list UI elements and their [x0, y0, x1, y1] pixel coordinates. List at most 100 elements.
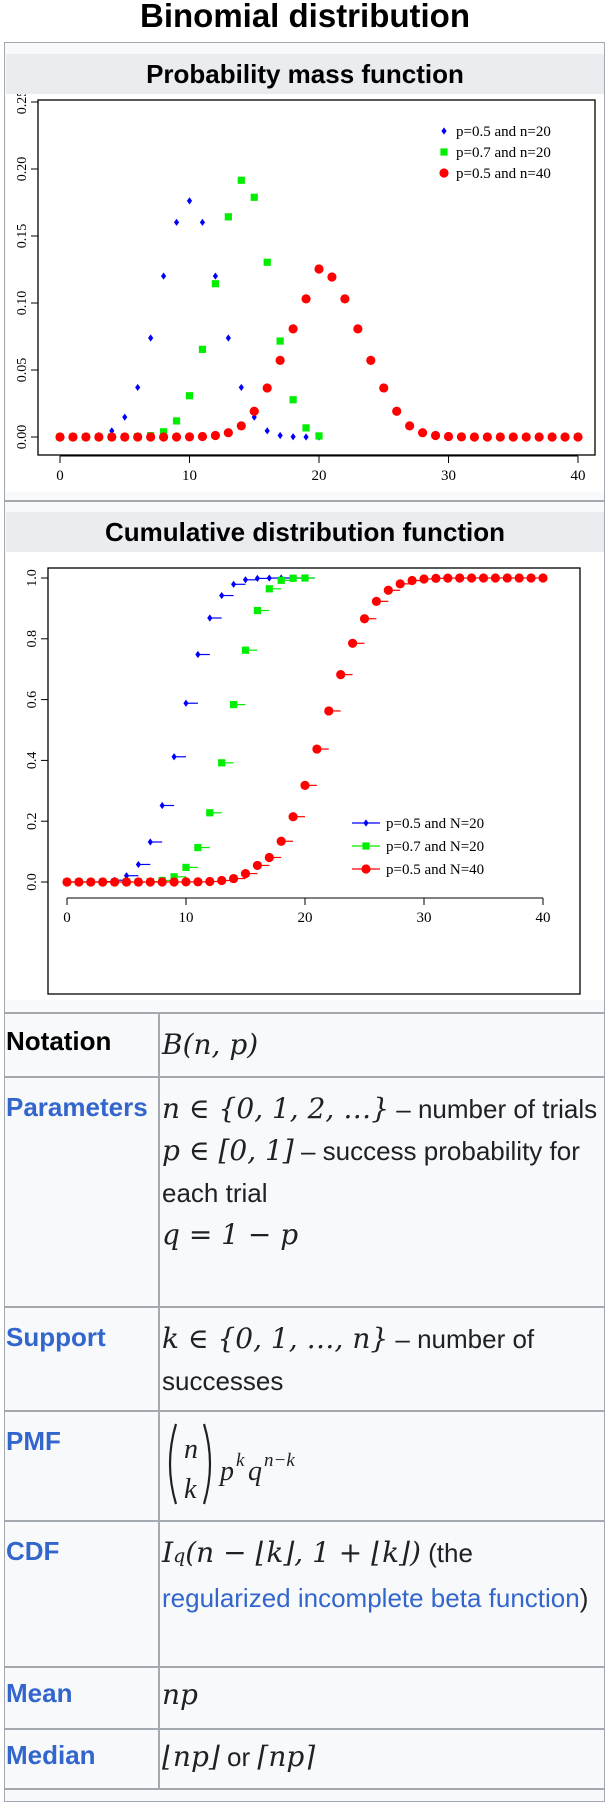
- data-point: [392, 406, 402, 416]
- data-point: [443, 431, 454, 442]
- cdf-chart-box: 0 10 20 30 40 0.0 0.2 0.4 0.6 0.8 1.0 p=0.5 and N=2…: [6, 552, 604, 1000]
- legend-label: p=0.7 and N=20: [386, 839, 484, 855]
- data-point: [94, 432, 104, 442]
- cdf-math-sub: q: [173, 1545, 186, 1567]
- data-point: [300, 780, 310, 790]
- data-point: [173, 218, 180, 226]
- data-point: [223, 428, 233, 438]
- cdf-label[interactable]: CDF: [4, 1522, 160, 1666]
- data-point: [456, 432, 467, 442]
- parameters-link[interactable]: Parameters: [6, 1092, 148, 1122]
- support-label[interactable]: Support: [4, 1308, 160, 1410]
- cdf-math-i: I: [162, 1536, 174, 1569]
- data-point: [121, 877, 132, 887]
- data-point: [264, 427, 270, 435]
- data-point: [250, 193, 258, 201]
- data-point: [135, 383, 141, 392]
- data-point: [263, 258, 271, 266]
- data-point: [502, 573, 512, 583]
- x-tick-label: 10: [179, 910, 194, 926]
- data-point: [395, 579, 405, 589]
- data-point: [182, 863, 190, 872]
- pmf-q: q: [248, 1456, 262, 1487]
- y-tick-label: 0.20: [15, 157, 30, 182]
- bottom-divider: [4, 1788, 605, 1790]
- data-point: [353, 324, 363, 334]
- pmf-exp-nk: n−k: [264, 1450, 295, 1471]
- data-point: [262, 383, 272, 393]
- cdf-heading: Cumulative distribution function: [6, 512, 604, 552]
- cdf-link[interactable]: CDF: [6, 1536, 60, 1566]
- pmf-chart-box: 0 10 20 30 40 0.00 0.05 0.10 0.15 0.20 0.25 p=0.5 a…: [6, 90, 604, 492]
- data-point: [302, 424, 310, 432]
- data-point: [171, 432, 182, 442]
- data-point: [482, 432, 492, 442]
- data-point: [55, 432, 65, 442]
- data-point: [534, 432, 544, 442]
- data-point: [186, 197, 193, 205]
- data-point: [107, 432, 117, 442]
- row-parameters: Parameters n ∈ {0, 1, 2, …} – number of …: [4, 1076, 605, 1306]
- data-point: [219, 591, 225, 600]
- data-point: [170, 873, 178, 881]
- data-point: [495, 432, 505, 442]
- pmf-label[interactable]: PMF: [4, 1412, 160, 1520]
- pmf-value: n k p k q n−k: [162, 1412, 603, 1522]
- pmf-link[interactable]: PMF: [6, 1426, 61, 1456]
- data-point: [383, 585, 393, 595]
- data-point: [98, 877, 108, 887]
- data-point: [264, 852, 274, 863]
- median-or: or: [219, 1742, 258, 1772]
- data-point: [169, 877, 179, 887]
- data-point: [249, 406, 259, 416]
- data-point: [133, 432, 143, 442]
- x-tick-label: 10: [182, 468, 197, 484]
- x-tick-label: 30: [441, 468, 456, 484]
- parameters-label[interactable]: Parameters: [4, 1078, 160, 1306]
- right-paren-icon: [202, 1423, 212, 1505]
- data-point: [514, 573, 524, 583]
- mean-link[interactable]: Mean: [6, 1678, 73, 1708]
- data-point: [455, 573, 465, 583]
- data-point: [289, 574, 297, 582]
- data-point: [159, 801, 165, 810]
- pmf-exp-k: k: [236, 1450, 245, 1471]
- row-mean: Mean np: [4, 1666, 605, 1728]
- plot-frame: [47, 567, 581, 995]
- data-point: [74, 877, 84, 887]
- data-point: [366, 355, 376, 365]
- cdf-text-open: (the: [420, 1538, 473, 1568]
- data-point: [210, 430, 220, 441]
- cdf-value: Iq(n − ⌊k⌋, 1 + ⌊k⌋) (the regularized in…: [162, 1522, 603, 1619]
- data-point: [110, 877, 120, 887]
- data-point: [324, 706, 334, 716]
- data-point: [194, 843, 202, 852]
- row-pmf: PMF n k p k q n−k: [4, 1410, 605, 1520]
- median-label[interactable]: Median: [4, 1730, 160, 1790]
- data-point: [184, 432, 195, 442]
- data-point: [207, 614, 213, 622]
- data-point: [62, 877, 72, 887]
- data-point: [418, 428, 428, 438]
- support-link[interactable]: Support: [6, 1322, 106, 1352]
- mean-label[interactable]: Mean: [4, 1668, 160, 1728]
- pmf-p: p: [218, 1456, 234, 1487]
- data-point: [303, 433, 309, 441]
- data-point: [314, 264, 324, 274]
- data-point: [327, 272, 337, 282]
- data-point: [231, 580, 237, 588]
- data-point: [405, 421, 415, 431]
- data-point: [238, 383, 244, 392]
- y-tick-label: 0.00: [15, 425, 30, 450]
- data-point: [242, 576, 249, 584]
- section-divider: [4, 500, 605, 502]
- x-tick-label: 20: [298, 910, 313, 926]
- data-point: [86, 877, 96, 887]
- median-link[interactable]: Median: [6, 1740, 96, 1770]
- y-tick-label: 0.6: [25, 691, 40, 709]
- data-point: [230, 700, 238, 709]
- pmf-chart: 0 10 20 30 40 0.00 0.05 0.10 0.15 0.20 0.25 p=0.5 a…: [15, 90, 596, 484]
- data-point: [277, 431, 283, 440]
- regularized-beta-link[interactable]: regularized incomplete beta function: [162, 1583, 580, 1613]
- data-point: [490, 573, 500, 583]
